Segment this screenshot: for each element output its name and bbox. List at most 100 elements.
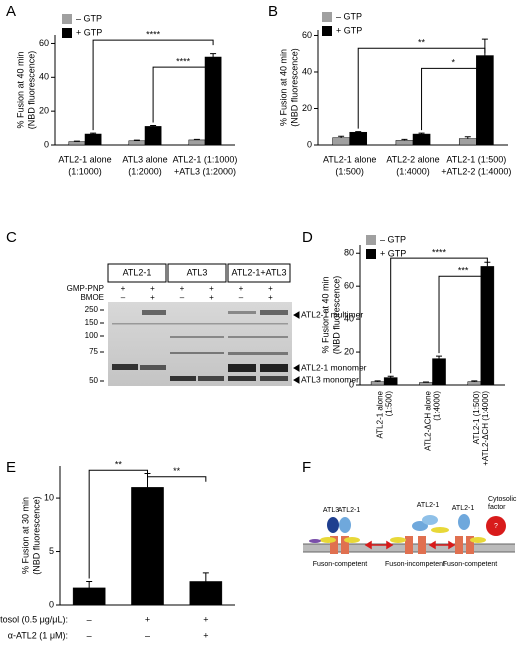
x-tick-label: (1:500) bbox=[384, 391, 393, 417]
y-tick-label: 60 bbox=[344, 281, 354, 291]
error-bar bbox=[471, 380, 478, 382]
bar bbox=[480, 266, 495, 386]
error-bar bbox=[150, 125, 157, 127]
legend-swatch bbox=[322, 12, 332, 22]
gel-row-label: GMP-PNP bbox=[67, 284, 104, 293]
bar bbox=[467, 381, 482, 386]
bar bbox=[332, 137, 350, 146]
error-bar bbox=[86, 580, 93, 588]
protein-complex bbox=[309, 514, 506, 554]
legend-swatch bbox=[62, 14, 72, 24]
significance-label: **** bbox=[432, 248, 447, 258]
diagram-label: ATL2-1 bbox=[452, 505, 475, 512]
bar bbox=[383, 377, 398, 386]
significance-bracket bbox=[357, 47, 486, 129]
bar bbox=[349, 131, 368, 146]
gel-row-mark: – bbox=[239, 293, 244, 302]
bar bbox=[412, 133, 431, 146]
condition-mark: + bbox=[145, 614, 150, 624]
band-label: ATL3 monomer bbox=[301, 374, 359, 384]
error-bar bbox=[90, 132, 97, 134]
bar bbox=[458, 138, 477, 146]
condition-label: Cytosol (0.5 μg/μL): bbox=[0, 614, 68, 624]
gel-boxes bbox=[107, 263, 291, 283]
bar bbox=[189, 581, 223, 606]
error-bar bbox=[133, 139, 140, 141]
y-tick-label: 5 bbox=[49, 546, 54, 556]
marker-label: 50 bbox=[89, 376, 98, 385]
bar bbox=[432, 358, 446, 386]
error-bar bbox=[436, 355, 443, 359]
y-axis-label: (NBD fluorescence) bbox=[26, 51, 36, 130]
panel-letter: B bbox=[268, 3, 278, 20]
state-label: Fuson-incompetent bbox=[385, 561, 445, 568]
legend-swatch bbox=[366, 235, 376, 245]
equilibrium-arrows bbox=[364, 540, 456, 550]
significance-bracket bbox=[147, 476, 207, 482]
error-bar bbox=[464, 136, 471, 139]
legend-swatch bbox=[366, 249, 376, 259]
y-axis-label: (NBD fluorescence) bbox=[331, 276, 341, 355]
y-tick-label: 20 bbox=[302, 103, 312, 113]
panel-letter: F bbox=[302, 459, 311, 476]
gel-bands bbox=[112, 310, 288, 381]
gel-panel: C bbox=[6, 229, 300, 386]
gel-row-mark: + bbox=[150, 293, 155, 302]
error-bar bbox=[202, 572, 209, 582]
significance-label: *** bbox=[458, 266, 469, 276]
gel-row-mark: + bbox=[150, 284, 155, 293]
bar bbox=[131, 487, 164, 606]
x-tick-label: ATL2-1 alone bbox=[375, 390, 384, 438]
gel-row-mark: + bbox=[268, 284, 273, 293]
diagram-label: ATL3 bbox=[323, 507, 339, 514]
y-tick-label: 0 bbox=[44, 139, 49, 149]
x-tick-label: ATL2-ΔCH alone bbox=[424, 390, 433, 450]
gel-row-mark: + bbox=[209, 293, 214, 302]
x-tick-label: +ATL2-2 (1:4000) bbox=[441, 166, 511, 176]
lane-group-label: ATL3 bbox=[187, 267, 208, 277]
error-bar bbox=[193, 138, 200, 140]
significance-label: ** bbox=[418, 38, 426, 48]
legend-label: + GTP bbox=[380, 248, 406, 258]
marker-label: 250 bbox=[85, 305, 99, 314]
panel-letter: E bbox=[6, 459, 16, 476]
y-axis-label: (NBD fluorescence) bbox=[289, 48, 299, 127]
error-bar bbox=[210, 53, 217, 57]
band-label: ATL2-1 multimer bbox=[301, 309, 363, 319]
marker-label: 100 bbox=[85, 331, 99, 340]
lane-group-label: ATL2-1+ATL3 bbox=[232, 267, 287, 277]
state-label: Fuson-competent bbox=[313, 561, 368, 568]
x-tick-label: +ATL3 (1:2000) bbox=[174, 166, 236, 176]
gel-arrows bbox=[100, 309, 300, 384]
gel-row-mark: + bbox=[121, 284, 126, 293]
legend-label: + GTP bbox=[336, 25, 362, 35]
significance-label: * bbox=[451, 58, 455, 68]
bar bbox=[128, 140, 146, 146]
x-tick-label: (1:500) bbox=[335, 166, 364, 176]
error-bar bbox=[144, 472, 151, 488]
significance-bracket bbox=[438, 275, 488, 354]
y-tick-label: 0 bbox=[349, 379, 354, 389]
bar bbox=[370, 381, 385, 386]
diagram-label: ATL2-1 bbox=[338, 507, 361, 514]
significance-label: **** bbox=[176, 57, 191, 67]
y-tick-label: 20 bbox=[39, 106, 49, 116]
x-tick-label: (1:1000) bbox=[68, 166, 102, 176]
y-tick-label: 40 bbox=[39, 72, 49, 82]
panel-letter: D bbox=[302, 229, 313, 246]
y-axis-label: (NBD fluorescence) bbox=[31, 496, 41, 575]
error-bar bbox=[401, 138, 408, 141]
legend-label: + GTP bbox=[76, 27, 102, 37]
y-tick-label: 40 bbox=[344, 313, 354, 323]
y-tick-label: 60 bbox=[39, 38, 49, 48]
lane-group-label: ATL2-1 bbox=[123, 267, 152, 277]
significance-bracket bbox=[152, 66, 214, 123]
y-axis-label: % Fusion at 30 min bbox=[20, 497, 30, 574]
y-tick-label: 40 bbox=[302, 66, 312, 76]
y-tick-label: 0 bbox=[307, 139, 312, 149]
legend-label: – GTP bbox=[380, 234, 406, 244]
diagram-label: Cytosolic factor bbox=[488, 496, 517, 511]
x-tick-label: ATL2-1 alone bbox=[323, 154, 376, 164]
gel-row-mark: + bbox=[209, 284, 214, 293]
